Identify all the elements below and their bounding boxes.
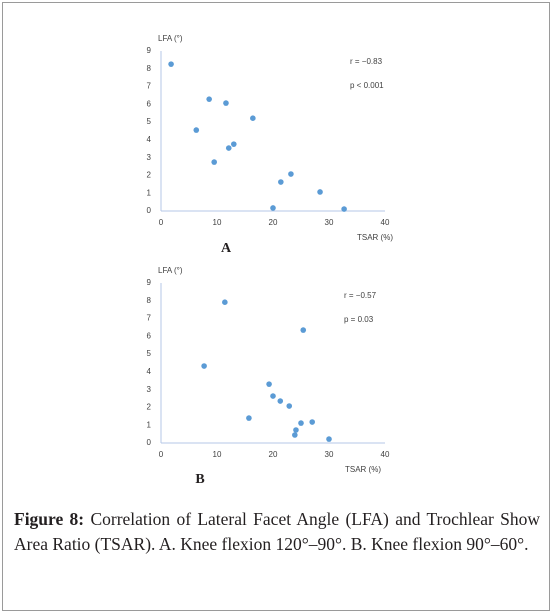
y-tick-label: 7: [147, 82, 152, 91]
point: [168, 61, 174, 67]
point: [201, 363, 207, 369]
point: [250, 115, 256, 121]
panel-label: A: [221, 241, 232, 256]
annotation: r = −0.83: [350, 57, 383, 66]
x-tick-label: 10: [213, 450, 222, 459]
point: [223, 100, 229, 106]
x-tick-label: 40: [381, 218, 390, 227]
caption-text: Correlation of Lateral Facet Angle (LFA)…: [14, 509, 541, 554]
x-tick-label: 0: [159, 450, 164, 459]
y-tick-label: 9: [147, 46, 152, 55]
y-tick-label: 0: [147, 438, 152, 447]
y-tick-label: 2: [147, 403, 152, 412]
annotation: r = −0.57: [344, 291, 377, 300]
x-tick-label: 30: [325, 450, 334, 459]
y-axis-label: LFA (°): [158, 266, 183, 275]
point: [288, 171, 294, 177]
point: [277, 398, 284, 404]
y-tick-label: 1: [147, 420, 152, 429]
point: [222, 299, 228, 306]
point: [211, 159, 217, 165]
point: [317, 189, 323, 195]
point: [278, 179, 284, 185]
point: [298, 420, 304, 426]
x-axis-label: TSAR (%): [357, 233, 393, 242]
x-axis-label: TSAR (%): [345, 465, 381, 474]
y-tick-label: 6: [147, 331, 152, 340]
y-tick-label: 6: [147, 99, 152, 108]
point: [225, 145, 232, 151]
point: [293, 427, 299, 433]
y-axis-label: LFA (°): [158, 34, 183, 43]
point: [266, 381, 272, 387]
y-tick-label: 8: [147, 296, 152, 305]
x-tick-label: 0: [159, 218, 164, 227]
panel-label: B: [195, 472, 204, 487]
x-tick-label: 20: [269, 450, 278, 459]
point: [292, 432, 298, 438]
annotation: p = 0.03: [344, 315, 374, 324]
point: [309, 419, 316, 425]
point: [206, 96, 212, 102]
y-tick-label: 4: [147, 135, 152, 144]
x-tick-label: 10: [213, 218, 222, 227]
caption: Figure 8: Correlation of Lateral Facet A…: [14, 507, 540, 557]
x-tick-label: 30: [325, 218, 334, 227]
point: [341, 206, 347, 212]
y-tick-label: 4: [147, 367, 152, 376]
annotation: p < 0.001: [350, 81, 384, 90]
point: [286, 403, 293, 409]
x-tick-label: 20: [269, 218, 278, 227]
y-tick-label: 5: [147, 117, 152, 126]
point: [193, 127, 200, 133]
y-tick-label: 8: [147, 64, 152, 73]
point: [246, 415, 252, 421]
point: [270, 205, 276, 211]
point: [231, 141, 237, 147]
point: [270, 393, 276, 399]
caption-label: Figure 8:: [14, 509, 85, 529]
y-tick-label: 7: [147, 314, 152, 323]
y-tick-label: 1: [147, 188, 152, 197]
y-tick-label: 5: [147, 349, 152, 358]
y-tick-label: 3: [147, 385, 152, 394]
y-tick-label: 3: [147, 153, 152, 162]
y-tick-label: 0: [147, 206, 152, 215]
x-tick-label: 40: [381, 450, 390, 459]
point: [300, 327, 307, 333]
point: [326, 436, 332, 442]
y-tick-label: 9: [147, 278, 152, 287]
y-tick-label: 2: [147, 171, 152, 180]
